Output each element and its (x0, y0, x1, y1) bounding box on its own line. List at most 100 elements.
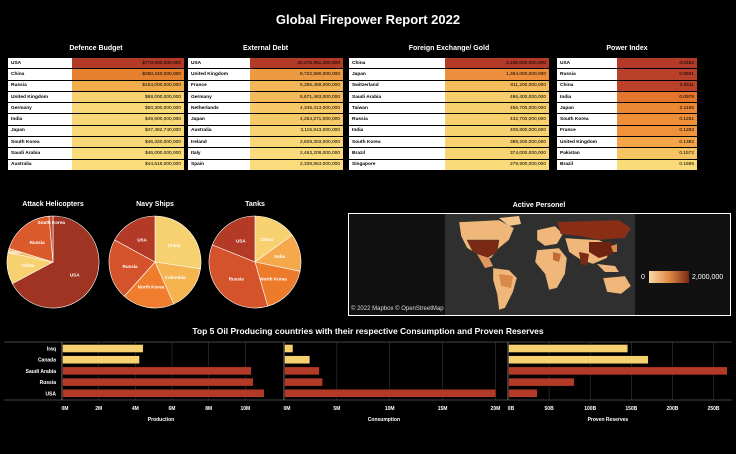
country-cell: Spain (188, 159, 250, 171)
table-row[interactable]: Brazil 374,000,000,000 (349, 147, 549, 160)
pie-label: Russia (30, 240, 46, 245)
table-row[interactable]: Japan $47,482,740,000 (8, 125, 184, 138)
bar-iraq[interactable] (508, 344, 628, 353)
tanks-pie[interactable]: China India North Korea Russia USA (207, 214, 303, 310)
table-row[interactable]: China $250,240,000,000 (8, 68, 184, 81)
pie-slice-russia[interactable] (8, 215, 54, 263)
country-cell: Australia (8, 159, 72, 171)
pie-slice-north-korea[interactable] (254, 261, 301, 307)
value-cell: 0.1195 (617, 102, 697, 115)
table-row[interactable]: Saudi Arabia $46,000,000,000 (8, 147, 184, 160)
bar-canada[interactable] (508, 355, 649, 364)
value-cell: 389,200,000,000 (445, 136, 549, 149)
table-row[interactable]: Japan 4,254,271,000,000 (188, 113, 343, 126)
attack-helicopters-pie[interactable]: USA China Japan Russia South Korea (5, 214, 101, 310)
country-cell: Italy (188, 147, 250, 160)
table-row[interactable]: India 0.0979 (557, 91, 697, 104)
table-row[interactable]: USA 0.0453 (557, 58, 697, 70)
table-row[interactable]: Brazil 0.1695 (557, 159, 697, 171)
bar-russia[interactable] (284, 377, 323, 387)
pie-slice-north-korea[interactable] (123, 261, 175, 309)
pie-slice-russia[interactable] (108, 239, 156, 297)
pie-label: Russia (123, 264, 139, 269)
country-cell: Japan (8, 125, 72, 138)
table-row[interactable]: Russia 432,700,000,000 (349, 113, 549, 126)
bar-saudi-arabia[interactable] (62, 366, 252, 376)
table-row[interactable]: France 0.1283 (557, 125, 697, 138)
country-cell: Ireland (188, 136, 250, 149)
table-row[interactable]: China 3,236,000,000,000 (349, 58, 549, 70)
pie-label: USA (70, 273, 80, 278)
table-row[interactable]: Saudi Arabia 496,400,000,000 (349, 91, 549, 104)
country-cell: Japan (557, 102, 617, 115)
table-row[interactable]: France 6,356,459,000,000 (188, 80, 343, 92)
table-row[interactable]: Germany 5,671,463,000,000 (188, 91, 343, 104)
pie-slice-russia[interactable] (208, 244, 269, 309)
value-cell: 409,800,000,000 (445, 125, 549, 138)
pie-slice-usa[interactable] (211, 215, 256, 263)
table-row[interactable]: Italy 2,463,208,000,000 (188, 147, 343, 160)
table-row[interactable]: United Kingdom $68,000,000,000 (8, 91, 184, 104)
bar-iraq[interactable] (62, 344, 144, 353)
dashboard-title: Global Firepower Report 2022 (275, 12, 461, 27)
bar-saudi-arabia[interactable] (284, 366, 320, 376)
table-row[interactable]: South Korea $46,320,000,000 (8, 136, 184, 149)
oil-bar-chart[interactable]: Iraq Canada Saudi Arabia Russia USA 0M 2M 4M 6M 8… (0, 338, 736, 428)
value-cell: 456,700,000,000 (445, 102, 549, 115)
table-row[interactable]: Germany $50,300,000,000 (8, 102, 184, 115)
country-cell: Germany (8, 102, 72, 115)
table-row[interactable]: Singapore 279,900,000,000 (349, 159, 549, 171)
table-row[interactable]: Japan 0.1195 (557, 102, 697, 115)
pie-slice-usa[interactable] (11, 215, 100, 309)
pie-slice-china[interactable] (154, 215, 202, 270)
bar-canada[interactable] (62, 355, 140, 364)
table-row[interactable]: Russia 0.0501 (557, 68, 697, 81)
table-row[interactable]: India 409,800,000,000 (349, 125, 549, 138)
pie-label: North Korea (260, 277, 287, 282)
table-row[interactable]: South Korea 389,200,000,000 (349, 136, 549, 149)
active-personel-map[interactable]: 0 2,000,000 © 2022 Mapbox © OpenStreetMa… (348, 213, 731, 316)
bar-iraq[interactable] (284, 344, 294, 353)
table-row[interactable]: USA 20,275,951,000,000 (188, 58, 343, 70)
table-row[interactable]: USA $770,000,000,000 (8, 58, 184, 70)
country-cell: Saudi Arabia (8, 147, 72, 160)
bar-usa[interactable] (508, 389, 538, 398)
value-cell: 0.1261 (617, 113, 697, 126)
bar-russia[interactable] (508, 377, 575, 387)
table-row[interactable]: Australia $44,618,000,000 (8, 159, 184, 171)
tick-label: 15M (438, 406, 448, 412)
table-row[interactable]: China 0.0511 (557, 80, 697, 92)
bar-saudi-arabia[interactable] (508, 366, 728, 376)
table-row[interactable]: South Korea 0.1261 (557, 113, 697, 126)
table-row[interactable]: Japan 1,364,000,000,000 (349, 68, 549, 81)
value-cell: 2,338,853,000,000 (250, 159, 343, 171)
table-row[interactable]: Netherlands 4,345,413,000,000 (188, 102, 343, 115)
pie-label: USA (236, 239, 246, 244)
active-personel-title: Active Personel (512, 202, 566, 209)
table-row[interactable]: United Kingdom 8,722,590,000,000 (188, 68, 343, 81)
value-cell: 0.0979 (617, 91, 697, 104)
country-cell: USA (188, 58, 250, 70)
table-row[interactable]: Switzerland 811,200,000,000 (349, 80, 549, 92)
table-row[interactable]: India $49,600,000,000 (8, 113, 184, 126)
value-cell: 8,722,590,000,000 (250, 68, 343, 81)
table-row[interactable]: United Kingdom 0.1382 (557, 136, 697, 149)
table-row[interactable]: Australia 3,115,913,000,000 (188, 125, 343, 138)
value-cell: 374,000,000,000 (445, 147, 549, 160)
pie-slice-south-korea[interactable] (48, 215, 54, 263)
pie-slice-usa[interactable] (114, 215, 156, 263)
table-row[interactable]: Taiwan 456,700,000,000 (349, 102, 549, 115)
country-cell: South Korea (557, 113, 617, 126)
table-row[interactable]: Russia $154,000,000,000 (8, 80, 184, 92)
pie-slice-colombia[interactable] (154, 261, 201, 305)
table-row[interactable]: Ireland 2,829,303,000,000 (188, 136, 343, 149)
table-row[interactable]: Spain 2,338,853,000,000 (188, 159, 343, 171)
bar-usa[interactable] (62, 389, 265, 398)
value-cell: 4,345,413,000,000 (250, 102, 343, 115)
bar-canada[interactable] (284, 355, 311, 364)
bar-russia[interactable] (62, 377, 254, 387)
map-attribution[interactable]: © 2022 Mapbox © OpenStreetMap (351, 306, 444, 312)
table-row[interactable]: Pakistan 0.1572 (557, 147, 697, 160)
bar-usa[interactable] (284, 389, 497, 398)
